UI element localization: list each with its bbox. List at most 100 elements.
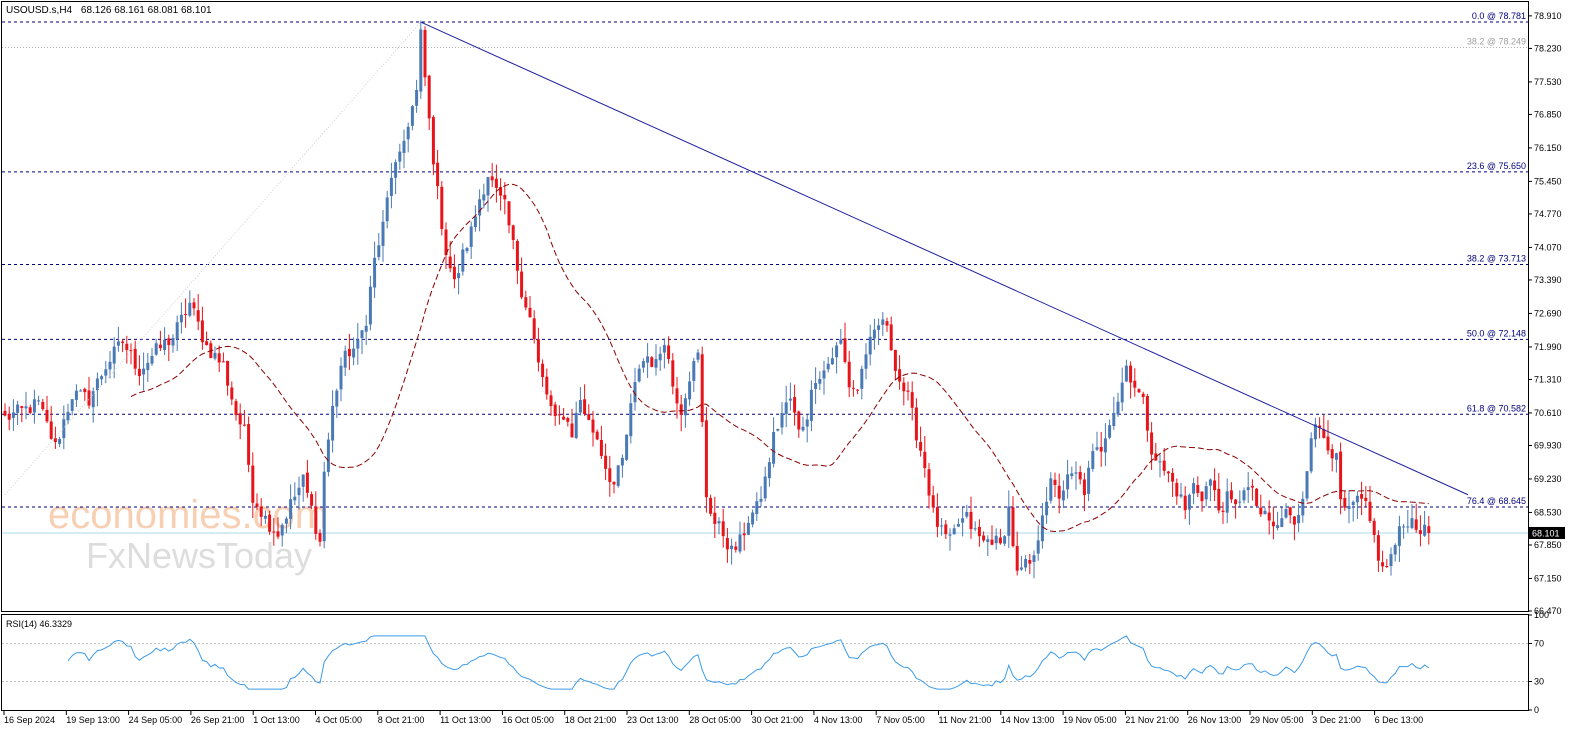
candle-body <box>1179 494 1183 497</box>
candle <box>234 398 238 421</box>
candle-body <box>87 390 91 406</box>
candle-body <box>226 360 230 386</box>
candle-body <box>629 403 633 437</box>
candle <box>1213 468 1217 502</box>
candle-body <box>851 387 855 389</box>
rsi-layer: 100 70 30 0 <box>2 610 1549 715</box>
candle-body <box>3 410 7 416</box>
candle <box>95 372 99 407</box>
candle <box>364 314 368 345</box>
candle <box>100 374 104 386</box>
rsi-line <box>67 635 1430 690</box>
time-tick-label: 14 Nov 13:00 <box>1001 715 1055 725</box>
candle-body <box>95 378 99 391</box>
candle-body <box>557 414 561 416</box>
candle <box>486 176 490 212</box>
candle-body <box>297 487 301 496</box>
candle-body <box>469 226 473 247</box>
candle-body <box>515 240 519 271</box>
candle <box>272 518 276 546</box>
candle <box>1032 550 1036 579</box>
candle <box>1061 480 1065 509</box>
candle-body <box>289 499 293 519</box>
candle <box>1003 535 1007 547</box>
candle <box>1124 359 1128 382</box>
candle <box>389 162 393 209</box>
candle-body <box>444 229 448 256</box>
candle <box>1208 478 1212 502</box>
candle-body <box>595 431 599 440</box>
moving-average-layer <box>130 183 1429 533</box>
candle <box>742 522 746 551</box>
fib-label-4: 50.0 @ 72.148 <box>1467 328 1526 338</box>
candle <box>952 524 956 535</box>
candle <box>1045 487 1049 524</box>
candle-body <box>637 368 641 382</box>
fib-layer: 0.0 @ 78.781 38.2 @ 78.249 23.6 @ 75.650 38… <box>2 11 1528 508</box>
candle-body <box>331 405 335 441</box>
fib-label-2: 23.6 @ 75.650 <box>1467 161 1526 171</box>
price-tick-label: 73.390 <box>1534 275 1562 285</box>
candle <box>167 334 171 362</box>
candle-body <box>843 338 847 362</box>
price-tick-label: 68.530 <box>1534 507 1562 517</box>
candle <box>179 302 183 334</box>
candle-body <box>1116 401 1120 415</box>
candle-body <box>406 126 410 140</box>
candle <box>259 498 263 527</box>
candle-body <box>352 348 356 358</box>
candle-body <box>163 339 167 351</box>
candle <box>410 105 414 131</box>
candle <box>1326 420 1330 455</box>
candle-body <box>608 468 612 482</box>
candle <box>503 182 507 215</box>
candle-body <box>646 356 650 363</box>
candle-body <box>121 341 125 344</box>
candle <box>11 399 15 431</box>
time-tick-label: 8 Oct 21:00 <box>378 715 425 725</box>
current-price-tag-label: 68.101 <box>1532 528 1560 538</box>
candles <box>3 20 1431 579</box>
candle-body <box>62 419 66 439</box>
candle <box>1175 478 1179 505</box>
candle <box>171 334 175 353</box>
candle <box>1133 368 1137 397</box>
candle <box>238 403 242 440</box>
candle-body <box>499 187 503 196</box>
candle-body <box>881 319 885 325</box>
candle-body <box>1204 486 1208 500</box>
candle <box>79 389 83 392</box>
candle <box>142 352 146 391</box>
candle <box>1385 559 1389 569</box>
time-tick-label: 23 Oct 13:00 <box>627 715 679 725</box>
candle-body <box>667 345 671 359</box>
candle-body <box>553 404 557 416</box>
candle <box>557 405 561 425</box>
candle-body <box>1070 473 1074 476</box>
candle <box>532 310 536 344</box>
candle <box>49 406 53 440</box>
candle-body <box>1137 389 1141 393</box>
candle-body <box>24 406 28 409</box>
candle-body <box>230 387 234 400</box>
candle <box>1087 460 1091 502</box>
candle-body <box>654 359 658 368</box>
candle <box>751 509 755 528</box>
trendline <box>420 21 1469 496</box>
candle-body <box>1028 560 1032 564</box>
candle-body <box>1213 480 1217 491</box>
candle <box>213 346 217 361</box>
candle <box>885 317 889 332</box>
candle-body <box>1229 490 1233 500</box>
candle <box>125 335 129 364</box>
candle-body <box>1259 507 1263 515</box>
candle-body <box>1057 485 1061 499</box>
candle-body <box>872 329 876 339</box>
candle-body <box>578 400 582 413</box>
candle <box>276 517 280 540</box>
candle-body <box>431 117 435 165</box>
candle <box>1276 511 1280 531</box>
candle-body <box>335 390 339 407</box>
